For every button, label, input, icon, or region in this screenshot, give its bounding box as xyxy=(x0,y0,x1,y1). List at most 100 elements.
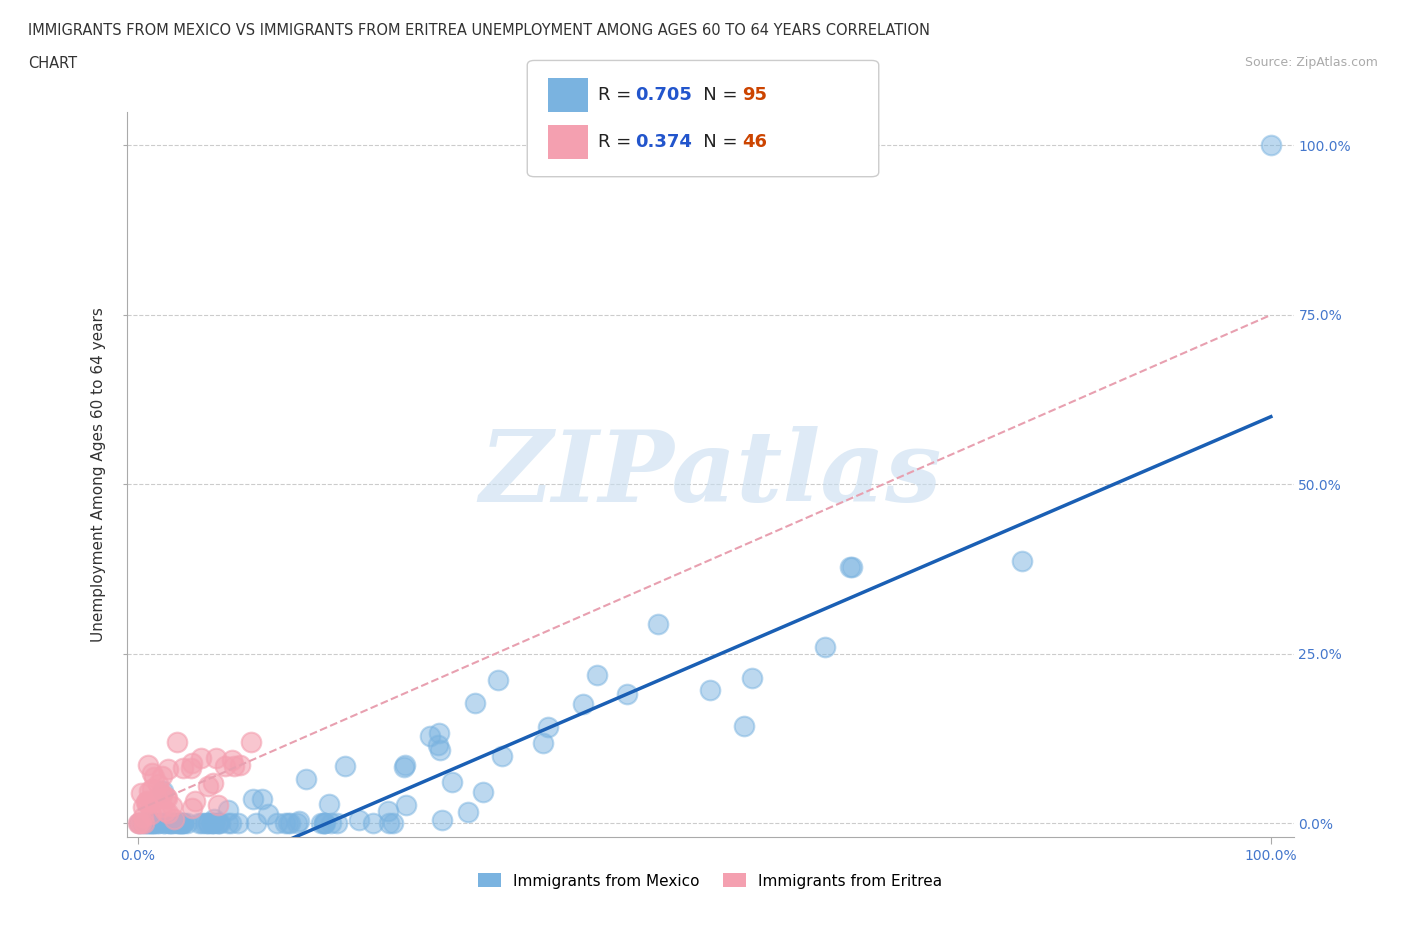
Immigrants from Mexico xyxy=(167,816,190,830)
Immigrants from Mexico xyxy=(162,816,184,830)
Text: N =: N = xyxy=(686,133,744,151)
Text: N =: N = xyxy=(686,86,744,104)
Immigrants from Mexico xyxy=(274,816,297,830)
Immigrants from Mexico xyxy=(141,816,163,830)
Immigrants from Mexico xyxy=(314,816,336,830)
Immigrants from Eritrea xyxy=(136,758,159,773)
Immigrants from Mexico xyxy=(288,814,311,829)
Immigrants from Mexico xyxy=(153,816,176,830)
Immigrants from Eritrea xyxy=(138,784,160,799)
Immigrants from Mexico xyxy=(191,816,214,830)
Text: IMMIGRANTS FROM MEXICO VS IMMIGRANTS FROM ERITREA UNEMPLOYMENT AMONG AGES 60 TO : IMMIGRANTS FROM MEXICO VS IMMIGRANTS FRO… xyxy=(28,23,931,38)
Immigrants from Mexico xyxy=(1260,138,1282,153)
Immigrants from Mexico xyxy=(1011,553,1033,568)
Immigrants from Eritrea xyxy=(183,794,205,809)
Immigrants from Mexico xyxy=(217,816,239,830)
Immigrants from Eritrea xyxy=(135,794,157,809)
Immigrants from Mexico xyxy=(226,816,249,830)
Immigrants from Mexico xyxy=(176,816,198,830)
Immigrants from Mexico xyxy=(257,806,280,821)
Immigrants from Mexico xyxy=(202,816,225,830)
Immigrants from Eritrea xyxy=(197,779,219,794)
Text: Source: ZipAtlas.com: Source: ZipAtlas.com xyxy=(1244,56,1378,69)
Text: R =: R = xyxy=(598,86,637,104)
Immigrants from Eritrea xyxy=(141,781,163,796)
Immigrants from Eritrea xyxy=(214,758,236,773)
Immigrants from Mexico xyxy=(333,759,356,774)
Text: CHART: CHART xyxy=(28,56,77,71)
Immigrants from Eritrea xyxy=(129,816,152,830)
Immigrants from Mexico xyxy=(172,816,194,830)
Immigrants from Eritrea xyxy=(190,751,212,765)
Immigrants from Mexico xyxy=(142,816,165,830)
Immigrants from Eritrea xyxy=(132,800,155,815)
Immigrants from Eritrea xyxy=(142,769,165,784)
Immigrants from Eritrea xyxy=(157,805,180,820)
Immigrants from Mexico xyxy=(165,816,187,830)
Immigrants from Mexico xyxy=(839,559,862,574)
Immigrants from Mexico xyxy=(326,816,349,830)
Legend: Immigrants from Mexico, Immigrants from Eritrea: Immigrants from Mexico, Immigrants from … xyxy=(472,868,948,895)
Immigrants from Mexico xyxy=(647,618,669,632)
Immigrants from Mexico xyxy=(197,816,219,830)
Immigrants from Mexico xyxy=(187,816,209,830)
Immigrants from Mexico xyxy=(841,559,863,574)
Immigrants from Mexico xyxy=(440,774,463,789)
Immigrants from Mexico xyxy=(217,803,239,817)
Immigrants from Mexico xyxy=(201,816,224,830)
Immigrants from Mexico xyxy=(201,816,224,830)
Immigrants from Eritrea xyxy=(149,785,172,800)
Immigrants from Mexico xyxy=(616,686,638,701)
Immigrants from Eritrea xyxy=(221,752,243,767)
Immigrants from Eritrea xyxy=(136,795,159,810)
Text: 0.705: 0.705 xyxy=(636,86,692,104)
Text: ZIPatlas: ZIPatlas xyxy=(479,426,941,523)
Immigrants from Mexico xyxy=(309,816,332,830)
Immigrants from Mexico xyxy=(131,816,153,830)
Immigrants from Mexico xyxy=(733,718,755,733)
Immigrants from Mexico xyxy=(167,816,190,830)
Immigrants from Eritrea xyxy=(160,798,183,813)
Immigrants from Eritrea xyxy=(139,795,162,810)
Immigrants from Mexico xyxy=(427,738,450,753)
Immigrants from Mexico xyxy=(250,792,273,807)
Immigrants from Mexico xyxy=(139,816,162,830)
Immigrants from Mexico xyxy=(207,816,229,830)
Immigrants from Eritrea xyxy=(128,816,150,830)
Y-axis label: Unemployment Among Ages 60 to 64 years: Unemployment Among Ages 60 to 64 years xyxy=(91,307,107,642)
Immigrants from Eritrea xyxy=(139,807,162,822)
Immigrants from Mexico xyxy=(148,816,170,830)
Immigrants from Eritrea xyxy=(163,812,186,827)
Immigrants from Mexico xyxy=(169,816,191,830)
Immigrants from Mexico xyxy=(172,816,194,830)
Text: 0.374: 0.374 xyxy=(636,133,692,151)
Immigrants from Mexico xyxy=(152,783,174,798)
Immigrants from Mexico xyxy=(157,816,180,830)
Immigrants from Mexico xyxy=(381,816,404,830)
Immigrants from Eritrea xyxy=(204,751,226,765)
Immigrants from Mexico xyxy=(266,816,288,830)
Immigrants from Mexico xyxy=(312,816,335,830)
Immigrants from Eritrea xyxy=(207,798,229,813)
Immigrants from Mexico xyxy=(136,816,159,830)
Immigrants from Eritrea xyxy=(201,776,224,790)
Immigrants from Mexico xyxy=(207,816,229,830)
Immigrants from Mexico xyxy=(419,729,441,744)
Immigrants from Mexico xyxy=(432,813,454,828)
Immigrants from Mexico xyxy=(287,816,309,830)
Immigrants from Mexico xyxy=(814,640,837,655)
Immigrants from Eritrea xyxy=(150,800,173,815)
Text: R =: R = xyxy=(598,133,637,151)
Immigrants from Mexico xyxy=(194,816,217,830)
Immigrants from Mexico xyxy=(136,816,159,830)
Immigrants from Mexico xyxy=(208,816,231,830)
Immigrants from Mexico xyxy=(394,757,416,772)
Immigrants from Mexico xyxy=(319,816,342,830)
Immigrants from Mexico xyxy=(395,798,418,813)
Immigrants from Mexico xyxy=(219,816,242,830)
Immigrants from Mexico xyxy=(531,736,554,751)
Immigrants from Mexico xyxy=(586,668,609,683)
Immigrants from Mexico xyxy=(318,797,340,812)
Immigrants from Mexico xyxy=(295,771,318,786)
Immigrants from Eritrea xyxy=(150,768,173,783)
